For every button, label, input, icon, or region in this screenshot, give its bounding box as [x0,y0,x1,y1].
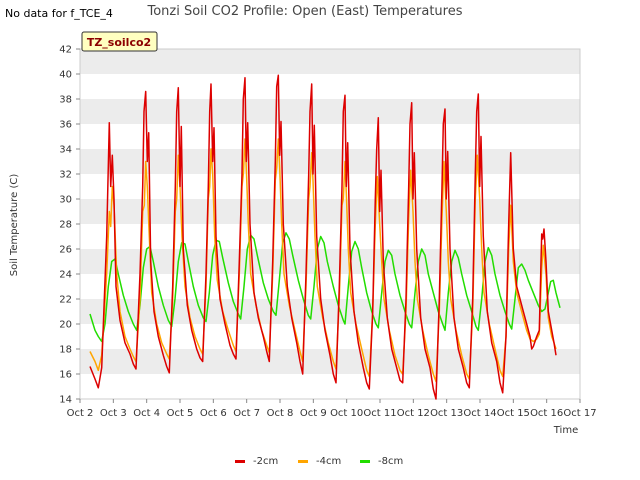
x-tick-label: Oct 11 [363,408,396,419]
y-tick-label: 32 [59,170,72,181]
x-tick-label: Oct 9 [300,408,327,419]
series-lines [89,74,561,400]
plot-background-bands [80,49,580,374]
y-tick-label: 26 [59,245,72,256]
y-tick-label: 42 [59,45,72,56]
legend-label: -2cm [253,456,278,467]
y-tick-label: 38 [59,95,72,106]
x-tick-label: Oct 13 [430,408,463,419]
legend-label: -4cm [316,456,341,467]
y-tick-label: 14 [59,395,72,406]
chart-title: Tonzi Soil CO2 Profile: Open (East) Temp… [146,4,462,19]
y-tick-label: 36 [59,120,72,131]
y-axis-label: Soil Temperature (C) [9,174,20,277]
site-badge-label: TZ_soilco2 [87,36,151,49]
y-tick-label: 30 [59,195,72,206]
series-line-minus-2cm [89,74,557,400]
legend-swatch [360,460,370,463]
legend: -2cm -4cm -8cm [235,456,403,467]
x-tick-label: Oct 5 [167,408,194,419]
grid-band [80,99,580,124]
x-tick-label: Oct 7 [233,408,260,419]
legend-swatch [235,460,245,463]
x-axis-ticks: Oct 2 Oct 3 Oct 4 Oct 5 Oct 6 Oct 7 Oct 8 Oct 9… [67,399,597,419]
x-tick-label: Oct 4 [133,408,160,419]
x-tick-label: Oct 15 [497,408,530,419]
y-tick-label: 22 [59,295,72,306]
y-tick-label: 28 [59,220,72,231]
x-axis-label: Time [553,425,578,436]
x-tick-label: Oct 2 [67,408,94,419]
y-tick-label: 16 [59,370,72,381]
y-tick-label: 20 [59,320,72,331]
x-tick-label: Oct 14 [463,408,496,419]
grid-band [80,149,580,174]
x-tick-label: Oct 8 [267,408,294,419]
no-data-note: No data for f_TCE_4 [5,7,113,20]
y-tick-label: 18 [59,345,72,356]
y-axis-ticks: 14 16 18 20 22 24 26 28 30 32 34 36 38 40 42 [59,45,80,406]
legend-swatch [298,460,308,463]
y-tick-label: 24 [59,270,72,281]
x-tick-label: Oct 12 [397,408,430,419]
grid-band [80,199,580,224]
grid-band [80,49,580,74]
x-tick-label: Oct 16 [530,408,563,419]
x-tick-label: Oct 3 [100,408,127,419]
x-tick-label: Oct 6 [200,408,227,419]
y-tick-label: 34 [59,145,72,156]
x-tick-label: Oct 10 [330,408,363,419]
site-badge: TZ_soilco2 [81,31,158,52]
legend-label: -8cm [378,456,403,467]
x-tick-label: Oct 17 [563,408,596,419]
y-tick-label: 40 [59,70,72,81]
